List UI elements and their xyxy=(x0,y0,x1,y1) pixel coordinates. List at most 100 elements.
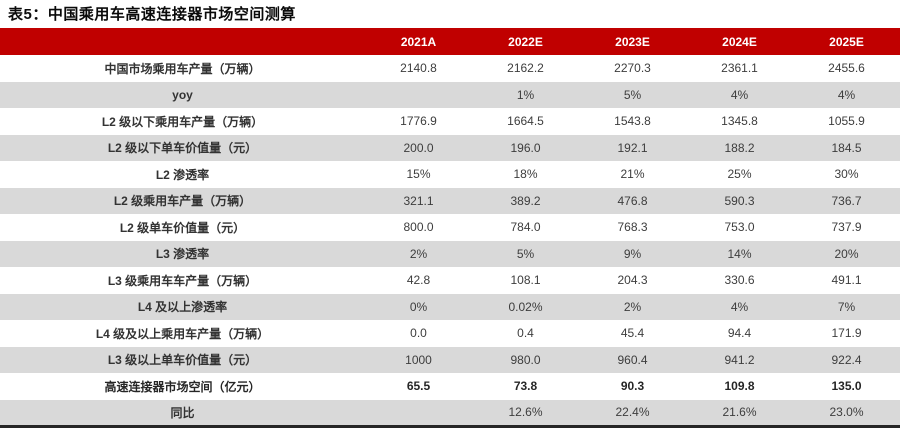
value-cell: 2361.1 xyxy=(686,55,793,82)
row-label: L4 级及以上乘用车产量（万辆） xyxy=(0,320,365,347)
value-cell: 1000 xyxy=(365,346,472,373)
table-row: L3 级以上单车价值量（元） 1000 980.0 960.4 941.2 922.4 xyxy=(0,346,900,373)
value-cell: 20% xyxy=(793,240,900,267)
row-label: L2 级乘用车产量（万辆） xyxy=(0,187,365,214)
value-cell: 7% xyxy=(793,293,900,320)
header-cell-label xyxy=(0,28,365,55)
value-cell: 330.6 xyxy=(686,267,793,294)
value-cell: 18% xyxy=(472,161,579,188)
value-cell: 30% xyxy=(793,161,900,188)
value-cell: 45.4 xyxy=(579,320,686,347)
value-cell: 42.8 xyxy=(365,267,472,294)
value-cell: 768.3 xyxy=(579,214,686,241)
column-header-2023e: 2023E xyxy=(579,28,686,55)
table-title: 表5：中国乘用车高速连接器市场空间测算 xyxy=(8,6,296,23)
value-cell: 2455.6 xyxy=(793,55,900,82)
value-cell: 22.4% xyxy=(579,399,686,426)
value-cell: 9% xyxy=(579,240,686,267)
column-header-2022e: 2022E xyxy=(472,28,579,55)
value-cell: 196.0 xyxy=(472,134,579,161)
value-cell: 14% xyxy=(686,240,793,267)
table-row: 同比 12.6% 22.4% 21.6% 23.0% xyxy=(0,399,900,426)
table-row: L2 级以下单车价值量（元） 200.0 196.0 192.1 188.2 184.5 xyxy=(0,134,900,161)
value-cell: 94.4 xyxy=(686,320,793,347)
row-label: 高速连接器市场空间（亿元） xyxy=(0,373,365,400)
value-cell: 1776.9 xyxy=(365,108,472,135)
value-cell: 109.8 xyxy=(686,373,793,400)
value-cell: 941.2 xyxy=(686,346,793,373)
market-estimation-table: 2021A 2022E 2023E 2024E 2025E 中国市场乘用车产量（万辆） 2… xyxy=(0,28,900,428)
value-cell: 2162.2 xyxy=(472,55,579,82)
value-cell: 922.4 xyxy=(793,346,900,373)
row-label: L2 级以下乘用车产量（万辆） xyxy=(0,108,365,135)
table-header: 2021A 2022E 2023E 2024E 2025E xyxy=(0,28,900,55)
value-cell: 980.0 xyxy=(472,346,579,373)
column-header-2025e: 2025E xyxy=(793,28,900,55)
table-row: L2 级乘用车产量（万辆） 321.1 389.2 476.8 590.3 736.7 xyxy=(0,187,900,214)
value-cell: 321.1 xyxy=(365,187,472,214)
value-cell: 200.0 xyxy=(365,134,472,161)
value-cell: 5% xyxy=(579,81,686,108)
column-header-2021a: 2021A xyxy=(365,28,472,55)
table-row: L4 及以上渗透率 0% 0.02% 2% 4% 7% xyxy=(0,293,900,320)
table-row: L2 渗透率 15% 18% 21% 25% 30% xyxy=(0,161,900,188)
value-cell: 1664.5 xyxy=(472,108,579,135)
value-cell xyxy=(365,399,472,426)
value-cell: 2% xyxy=(579,293,686,320)
value-cell: 0.02% xyxy=(472,293,579,320)
table-row: L2 级以下乘用车产量（万辆） 1776.9 1664.5 1543.8 1345.8 1… xyxy=(0,108,900,135)
value-cell: 192.1 xyxy=(579,134,686,161)
value-cell: 4% xyxy=(686,81,793,108)
value-cell: 188.2 xyxy=(686,134,793,161)
row-label: L3 级乘用车车产量（万辆） xyxy=(0,267,365,294)
value-cell: 171.9 xyxy=(793,320,900,347)
row-label: yoy xyxy=(0,81,365,108)
value-cell: 0% xyxy=(365,293,472,320)
row-label: L2 级以下单车价值量（元） xyxy=(0,134,365,161)
value-cell: 21.6% xyxy=(686,399,793,426)
value-cell: 737.9 xyxy=(793,214,900,241)
value-cell: 753.0 xyxy=(686,214,793,241)
value-cell: 800.0 xyxy=(365,214,472,241)
value-cell: 4% xyxy=(793,81,900,108)
value-cell: 2140.8 xyxy=(365,55,472,82)
value-cell: 21% xyxy=(579,161,686,188)
table-body: 中国市场乘用车产量（万辆） 2140.8 2162.2 2270.3 2361.1 245… xyxy=(0,55,900,426)
value-cell: 135.0 xyxy=(793,373,900,400)
value-cell: 389.2 xyxy=(472,187,579,214)
value-cell xyxy=(365,81,472,108)
value-cell: 2270.3 xyxy=(579,55,686,82)
value-cell: 736.7 xyxy=(793,187,900,214)
value-cell: 1543.8 xyxy=(579,108,686,135)
table-row: L4 级及以上乘用车产量（万辆） 0.0 0.4 45.4 94.4 171.9 xyxy=(0,320,900,347)
row-label: 同比 xyxy=(0,399,365,426)
value-cell: 184.5 xyxy=(793,134,900,161)
value-cell: 476.8 xyxy=(579,187,686,214)
table-row: 高速连接器市场空间（亿元） 65.5 73.8 90.3 109.8 135.0 xyxy=(0,373,900,400)
value-cell: 0.0 xyxy=(365,320,472,347)
table-row: L3 渗透率 2% 5% 9% 14% 20% xyxy=(0,240,900,267)
column-header-2024e: 2024E xyxy=(686,28,793,55)
value-cell: 1% xyxy=(472,81,579,108)
value-cell: 1345.8 xyxy=(686,108,793,135)
value-cell: 15% xyxy=(365,161,472,188)
value-cell: 590.3 xyxy=(686,187,793,214)
value-cell: 4% xyxy=(686,293,793,320)
row-label: L2 级单车价值量（元） xyxy=(0,214,365,241)
table-row: yoy 1% 5% 4% 4% xyxy=(0,81,900,108)
value-cell: 5% xyxy=(472,240,579,267)
value-cell: 90.3 xyxy=(579,373,686,400)
value-cell: 25% xyxy=(686,161,793,188)
value-cell: 491.1 xyxy=(793,267,900,294)
value-cell: 2% xyxy=(365,240,472,267)
row-label: L3 渗透率 xyxy=(0,240,365,267)
value-cell: 12.6% xyxy=(472,399,579,426)
value-cell: 204.3 xyxy=(579,267,686,294)
row-label: 中国市场乘用车产量（万辆） xyxy=(0,55,365,82)
table-row: L3 级乘用车车产量（万辆） 42.8 108.1 204.3 330.6 491.1 xyxy=(0,267,900,294)
value-cell: 23.0% xyxy=(793,399,900,426)
table-row: L2 级单车价值量（元） 800.0 784.0 768.3 753.0 737.9 xyxy=(0,214,900,241)
value-cell: 784.0 xyxy=(472,214,579,241)
header-row: 2021A 2022E 2023E 2024E 2025E xyxy=(0,28,900,55)
